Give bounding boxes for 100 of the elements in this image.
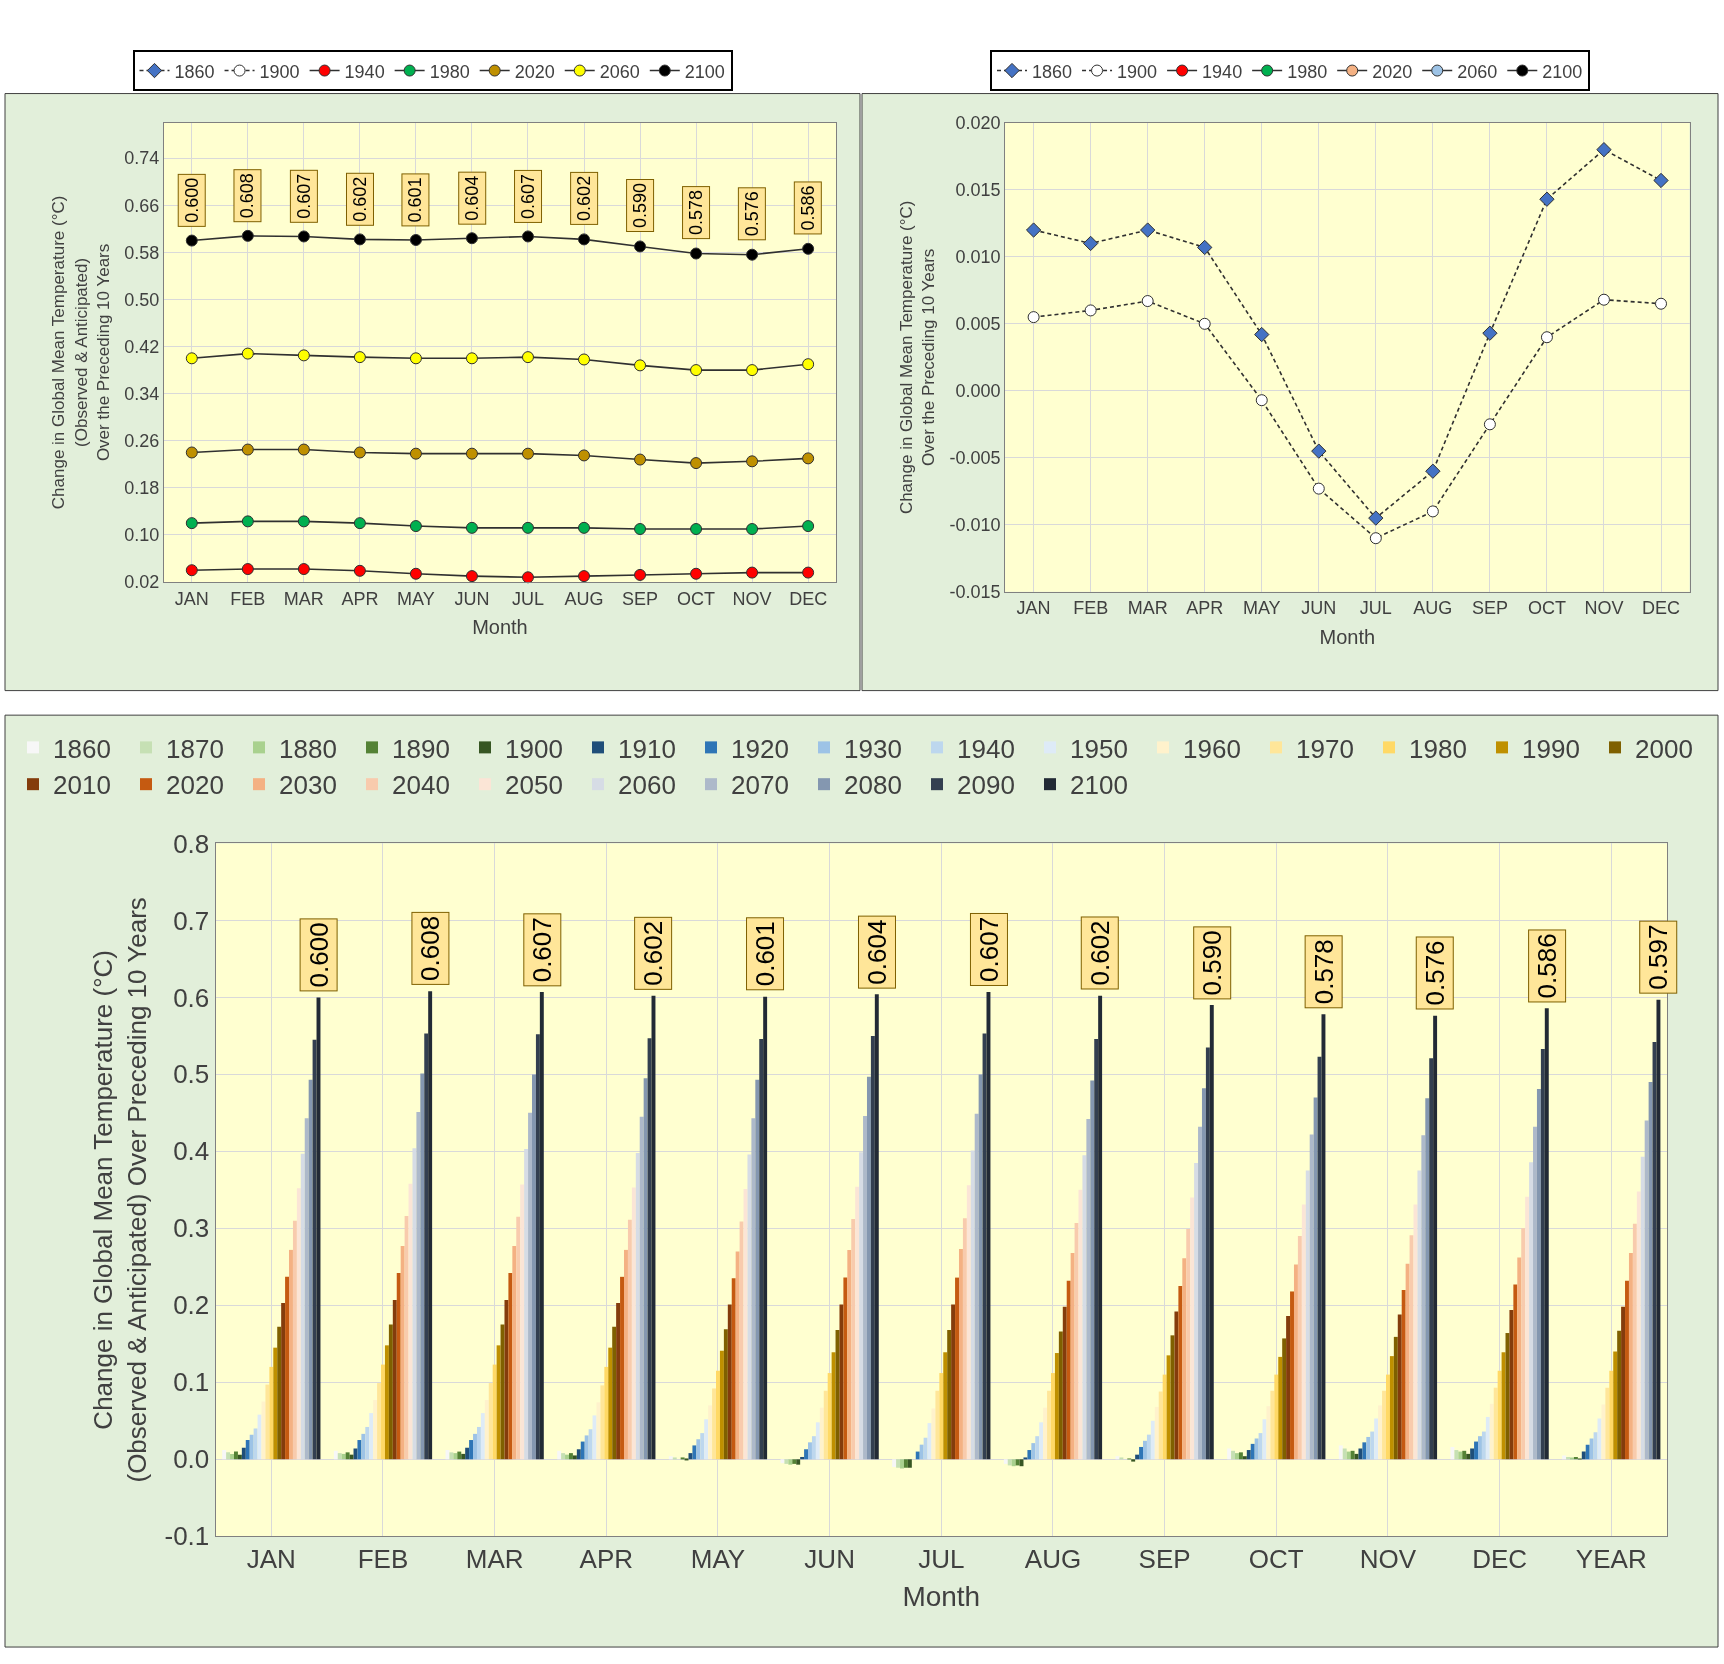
bar (516, 1216, 521, 1460)
bar (532, 1074, 536, 1460)
legend-label: 1860 (1032, 61, 1073, 82)
bar (424, 1033, 429, 1460)
bar (672, 1457, 677, 1460)
bar (1158, 1391, 1163, 1460)
bar (827, 1373, 832, 1460)
bar (943, 1352, 948, 1460)
legend-label: 1920 (731, 733, 789, 764)
bar (230, 1453, 234, 1460)
legend-label: 1960 (1183, 733, 1241, 764)
bar (492, 1364, 497, 1460)
point (297, 443, 310, 456)
bar (600, 1385, 605, 1460)
bar (1235, 1453, 1239, 1460)
legend-label: 1880 (279, 733, 337, 764)
point (1197, 239, 1213, 256)
data-label: 0.601 (750, 921, 781, 987)
y-tick-label: 0.58 (124, 242, 160, 263)
point (634, 453, 647, 466)
x-tick-label: JUL (1359, 598, 1392, 619)
y-tick-label: 0.42 (124, 336, 160, 357)
bar (265, 1384, 270, 1460)
bar (420, 1073, 425, 1460)
point (521, 230, 534, 243)
bar (1470, 1448, 1475, 1460)
y-axis-title: Change in Global Mean Temperature (°C) (Observed & Anticipated) Over the Preceding 10 Years (49, 195, 113, 510)
y-tick-label: -0.010 (949, 515, 1001, 536)
bar (1054, 1353, 1059, 1460)
bar (1178, 1286, 1183, 1460)
point (578, 353, 591, 366)
point (1025, 222, 1042, 238)
bar (285, 1276, 290, 1460)
data-label: 0.576 (1419, 940, 1450, 1006)
bar (723, 1329, 728, 1460)
bar (296, 1188, 301, 1460)
y-tick-label: 0.010 (955, 247, 1001, 268)
bar (535, 1034, 540, 1460)
bar (1007, 1459, 1012, 1466)
point (690, 567, 703, 580)
bar (900, 1459, 904, 1469)
y-tick-label: 0.74 (124, 148, 160, 169)
bar (1070, 1252, 1075, 1460)
bar (1632, 1223, 1637, 1460)
bar (1278, 1356, 1283, 1460)
bar (512, 1246, 517, 1460)
bar (373, 1400, 378, 1460)
x-tick-label: SEP (622, 588, 659, 609)
point (1426, 505, 1439, 518)
legend-label: 1870 (166, 733, 224, 764)
legend-label: 2100 (1542, 61, 1583, 82)
bar (1246, 1450, 1251, 1460)
legend-label: 2020 (166, 770, 224, 801)
bar (819, 1407, 824, 1460)
bar (222, 1450, 227, 1460)
bar (576, 1449, 581, 1460)
bar (627, 1219, 632, 1460)
point (746, 248, 759, 261)
bar (561, 1453, 566, 1460)
x-tick-label: MAY (1242, 598, 1281, 619)
bar (1593, 1432, 1598, 1460)
point (409, 520, 422, 533)
bar (1397, 1314, 1402, 1460)
bar (253, 1428, 258, 1460)
bar (1374, 1418, 1379, 1460)
bar (1266, 1406, 1271, 1460)
legend-label: 1890 (392, 733, 450, 764)
bar (1585, 1444, 1590, 1460)
point (690, 523, 703, 536)
bar (874, 994, 879, 1460)
bar (1035, 1436, 1040, 1460)
bar (855, 1186, 860, 1460)
bar (1174, 1311, 1179, 1460)
bar (1609, 1370, 1614, 1460)
x-axis-title: Month (472, 616, 528, 639)
point (1483, 418, 1496, 431)
bar (892, 1459, 897, 1467)
x-tick-label: JUN (804, 1544, 855, 1575)
bar (680, 1457, 685, 1460)
bar (257, 1414, 262, 1460)
point (1312, 482, 1325, 495)
bar (357, 1440, 362, 1460)
bar (1313, 1097, 1318, 1460)
point (1027, 311, 1040, 324)
point (1655, 297, 1667, 310)
bar (369, 1413, 374, 1460)
bar (233, 1451, 238, 1460)
bar (1286, 1316, 1291, 1460)
bar (1540, 1048, 1545, 1460)
legend-label: 2020 (514, 61, 555, 82)
point (353, 564, 366, 577)
legend-label: 1950 (1070, 733, 1128, 764)
bar (639, 1116, 644, 1460)
bar (1656, 999, 1661, 1460)
x-tick-label: FEB (357, 1544, 409, 1575)
point (746, 455, 759, 468)
bar (1644, 1120, 1649, 1460)
x-tick-label: MAR (465, 1544, 524, 1575)
y-tick-label: 0.6 (173, 982, 210, 1013)
bar (1605, 1387, 1610, 1460)
